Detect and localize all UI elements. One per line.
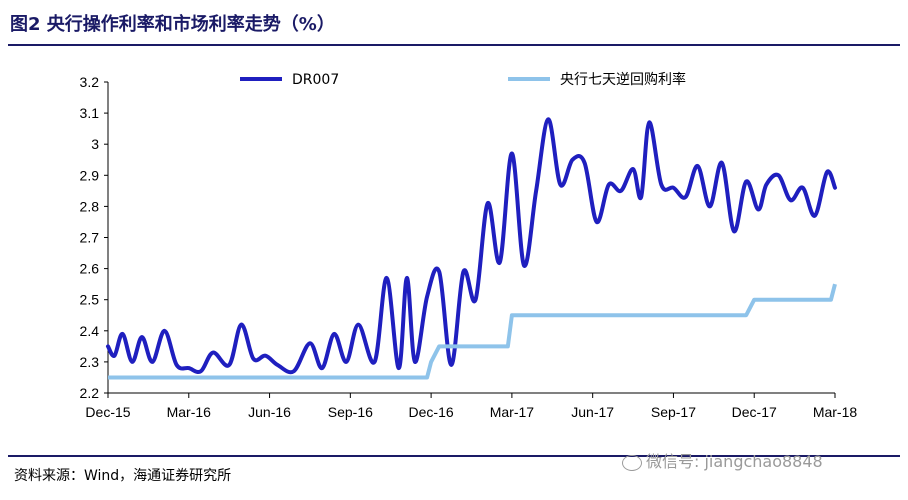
x-tick-label: Sep-16 [328, 404, 373, 420]
x-tick-label: Mar-16 [167, 404, 212, 420]
watermark-text: 微信号: jiangchao8848 [646, 452, 823, 471]
y-tick-label: 2.5 [80, 292, 100, 308]
watermark: 微信号: jiangchao8848 [622, 448, 823, 472]
x-tick-label: Sep-17 [651, 404, 696, 420]
y-tick-label: 3.1 [80, 105, 100, 121]
chart: 3.2 3.1 3 2.9 2.8 2.7 2.6 2.5 2.4 2.3 2.2 Dec-15 Mar… [80, 71, 858, 420]
wechat-icon [622, 454, 642, 471]
legend-label-0: DR007 [292, 72, 339, 88]
y-tick-label: 2.3 [80, 354, 100, 370]
x-tick-label: Mar-18 [813, 404, 858, 420]
page-title: 图2 央行操作利率和市场利率走势（%） [10, 14, 335, 35]
series-line-reverse-repo [108, 283, 837, 380]
x-tick-label: Dec-15 [85, 404, 130, 420]
legend-label-1: 央行七天逆回购利率 [560, 71, 686, 88]
y-tick-label: 2.7 [80, 230, 100, 246]
x-tick-label: Jun-16 [248, 404, 291, 420]
chart-axes: 3.2 3.1 3 2.9 2.8 2.7 2.6 2.5 2.4 2.3 2.2 Dec-15 Mar… [80, 74, 858, 420]
y-tick-label: 2.6 [80, 261, 100, 277]
source-note: 资料来源：Wind，海通证券研究所 [14, 468, 232, 484]
chart-legend: DR007 央行七天逆回购利率 [240, 71, 686, 88]
title-bar [8, 8, 900, 46]
x-tick-label: Dec-17 [732, 404, 777, 420]
footer-divider [8, 455, 900, 457]
y-tick-label: 2.8 [80, 198, 100, 214]
x-tick-label: Dec-16 [409, 404, 454, 420]
y-tick-label: 3.2 [80, 74, 100, 90]
x-tick-label: Mar-17 [490, 404, 535, 420]
y-tick-label: 2.4 [80, 323, 100, 339]
y-tick-label: 3 [91, 136, 99, 152]
chart-series-layer [106, 117, 837, 380]
y-tick-label: 2.2 [80, 385, 100, 401]
series-line-dr007 [106, 117, 837, 375]
y-tick-label: 2.9 [80, 167, 100, 183]
x-tick-label: Jun-17 [571, 404, 614, 420]
